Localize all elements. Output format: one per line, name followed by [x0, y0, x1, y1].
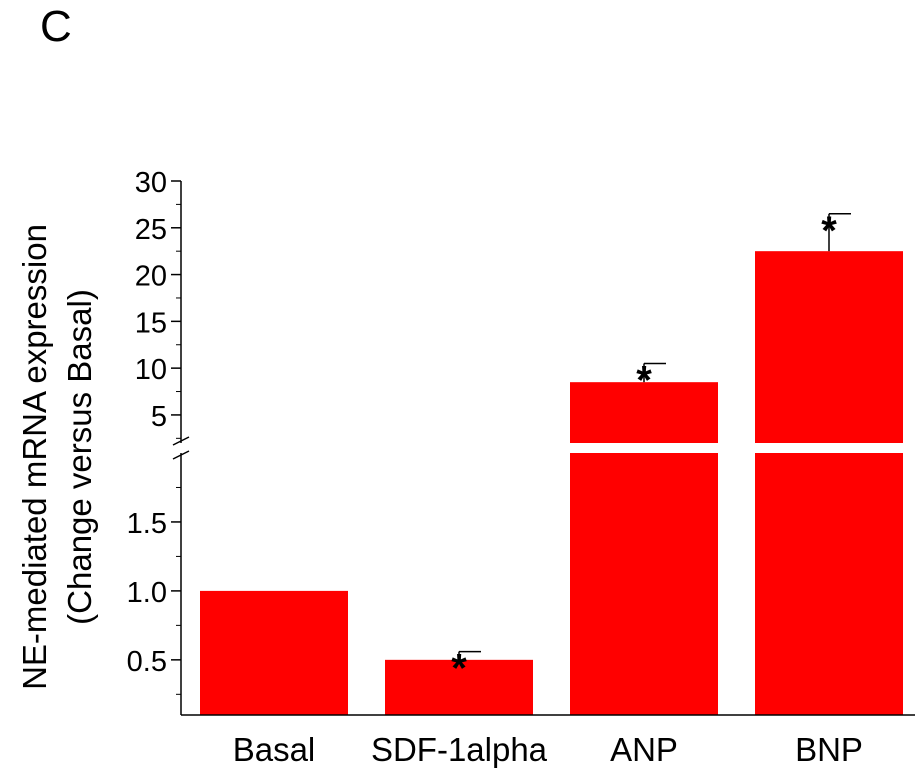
axis-break-gap: [182, 443, 915, 453]
x-tick-labels-group: Basal SDF-1alpha ANP BNP: [233, 731, 863, 768]
panel-label: C: [40, 2, 72, 51]
error-bars-group: [458, 213, 851, 660]
axis-break-mark-upper: [172, 436, 190, 446]
y-tick-label: 20: [135, 261, 167, 293]
significance-star-1: *: [451, 647, 467, 691]
bar-1: [385, 659, 533, 715]
y-axis-label: NE-mediated mRNA expression (Change vers…: [16, 224, 98, 690]
significance-star-2: *: [636, 358, 652, 402]
axis-break-mark-lower: [172, 450, 190, 460]
y-tick-label: 5: [151, 401, 167, 433]
y-axis-label-line1: NE-mediated mRNA expression: [16, 224, 53, 690]
x-tick-label-1: SDF-1alpha: [371, 731, 548, 768]
bar-0: [200, 590, 348, 715]
y-ticks-group: 0.5 1.0 1.5 5 10 15 20 25 30: [127, 167, 181, 695]
y-tick-label: 30: [135, 167, 167, 199]
x-tick-label-0: Basal: [233, 731, 316, 768]
y-tick-label: 10: [135, 354, 167, 386]
x-tick-label-3: BNP: [795, 731, 863, 768]
y-tick-label: 0.5: [127, 646, 167, 678]
significance-star-3: *: [821, 209, 837, 253]
significance-markers-group: * * *: [451, 209, 837, 691]
bars-group: [182, 251, 915, 715]
bar-2: [570, 382, 718, 715]
x-tick-label-2: ANP: [610, 731, 678, 768]
y-axis-label-line2: (Change versus Basal): [61, 289, 98, 625]
y-tick-label: 1.0: [127, 577, 167, 609]
y-tick-label: 1.5: [127, 508, 167, 540]
bar-3: [755, 251, 903, 715]
y-tick-label: 25: [135, 214, 167, 246]
axes-group: [172, 181, 915, 716]
y-tick-label: 15: [135, 307, 167, 339]
